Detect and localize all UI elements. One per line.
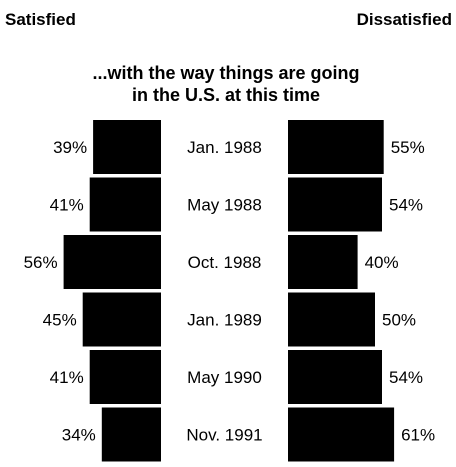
dissatisfied-label-may-1988: 54% <box>389 196 423 215</box>
dissatisfied-bar-oct-1988 <box>288 235 358 289</box>
dissatisfied-bar-jan-1988 <box>288 120 384 174</box>
satisfied-bar-may-1988 <box>89 177 161 232</box>
dissatisfied-label-nov-1991: 61% <box>401 426 435 445</box>
dissatisfied-label-oct-1988: 40% <box>365 253 399 272</box>
chart-title-line-1: ...with the way things are going <box>92 63 359 83</box>
satisfied-bar-nov-1991 <box>101 407 161 462</box>
dissatisfied-label-jan-1989: 50% <box>382 311 416 330</box>
dissatisfied-label-jan-1988: 55% <box>391 138 425 157</box>
dissatisfied-bar-nov-1991 <box>288 407 395 462</box>
satisfied-label-jan-1988: 39% <box>53 138 87 157</box>
dissatisfied-bar-may-1988 <box>288 177 382 232</box>
satisfied-bar-may-1990 <box>89 350 161 404</box>
category-label-nov-1991: Nov. 1991 <box>186 426 262 445</box>
satisfied-label-may-1988: 41% <box>50 196 84 215</box>
dissatisfied-label-may-1990: 54% <box>389 368 423 387</box>
satisfied-header: Satisfied <box>5 10 76 29</box>
satisfied-bar-jan-1989 <box>82 292 161 347</box>
satisfied-bar-jan-1988 <box>93 120 161 174</box>
dissatisfied-bar-jan-1989 <box>288 292 375 347</box>
satisfied-label-oct-1988: 56% <box>24 253 58 272</box>
category-label-may-1988: May 1988 <box>187 196 262 215</box>
satisfied-label-may-1990: 41% <box>50 368 84 387</box>
category-label-jan-1989: Jan. 1989 <box>187 311 262 330</box>
category-label-jan-1988: Jan. 1988 <box>187 138 262 157</box>
category-label-may-1990: May 1990 <box>187 368 262 387</box>
satisfied-label-jan-1989: 45% <box>43 311 77 330</box>
satisfied-bar-oct-1988 <box>63 235 161 289</box>
dissatisfied-header: Dissatisfied <box>357 10 452 29</box>
chart-title-line-2: in the U.S. at this time <box>132 85 320 105</box>
dissatisfied-bar-may-1990 <box>288 350 382 404</box>
chart-rows: 39% Jan. 1988 55% 41% May 1988 54% 56% Oct. 198… <box>24 120 435 462</box>
satisfied-label-nov-1991: 34% <box>62 426 96 445</box>
category-label-oct-1988: Oct. 1988 <box>188 253 262 272</box>
